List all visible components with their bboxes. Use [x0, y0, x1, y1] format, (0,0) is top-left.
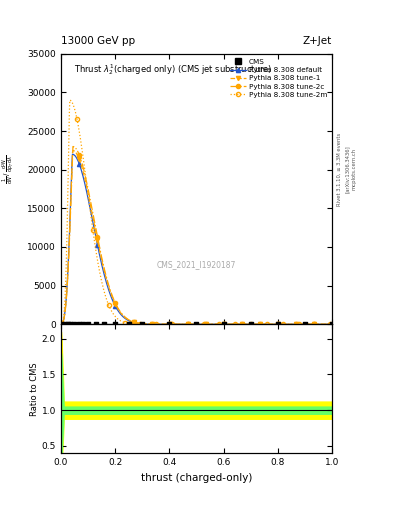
Pythia 8.308 default: [59, 321, 64, 327]
Pythia 8.308 tune-1: [129, 318, 134, 325]
CMS: [193, 320, 200, 328]
CMS: [85, 320, 91, 328]
Pythia 8.308 tune-1: [219, 321, 224, 327]
CMS: [62, 320, 68, 328]
Pythia 8.308 tune-1: [330, 321, 334, 327]
Text: mathrm d N: mathrm d N: [0, 511, 1, 512]
CMS: [112, 320, 118, 328]
Pythia 8.308 tune-2c: [129, 318, 134, 324]
Text: mathrm d²N
───────────────
$\mathrm{d}p_T\,\mathrm{d}\lambda$: mathrm d²N ─────────────── $\mathrm{d}p_…: [0, 511, 1, 512]
Pythia 8.308 tune-2m: [240, 321, 245, 327]
Pythia 8.308 tune-1: [182, 321, 187, 327]
CMS: [67, 320, 73, 328]
Pythia 8.308 default: [70, 151, 75, 157]
Pythia 8.308 tune-1: [71, 147, 75, 154]
CMS: [64, 320, 71, 328]
CMS: [220, 320, 227, 328]
X-axis label: thrust (charged-only): thrust (charged-only): [141, 473, 252, 482]
CMS: [248, 320, 254, 328]
Line: Pythia 8.308 tune-2m: Pythia 8.308 tune-2m: [59, 98, 334, 326]
Line: Pythia 8.308 tune-1: Pythia 8.308 tune-1: [59, 148, 334, 326]
CMS: [59, 320, 65, 328]
CMS: [79, 320, 86, 328]
Pythia 8.308 tune-2c: [71, 143, 75, 150]
Pythia 8.308 tune-2c: [182, 321, 187, 327]
CMS: [275, 320, 281, 328]
Pythia 8.308 tune-1: [240, 321, 245, 327]
Pythia 8.308 tune-2m: [107, 304, 112, 310]
Pythia 8.308 tune-1: [59, 321, 64, 327]
Pythia 8.308 default: [129, 318, 134, 325]
CMS: [166, 320, 173, 328]
Line: Pythia 8.308 default: Pythia 8.308 default: [59, 152, 334, 326]
Pythia 8.308 tune-2m: [59, 321, 64, 327]
Text: [arXiv:1306.3436]: [arXiv:1306.3436]: [345, 145, 350, 193]
Pythia 8.308 tune-2m: [68, 97, 72, 103]
CMS: [125, 320, 132, 328]
Pythia 8.308 tune-2m: [129, 321, 134, 327]
Pythia 8.308 default: [263, 321, 268, 327]
CMS: [302, 320, 308, 328]
CMS: [139, 320, 145, 328]
Legend: CMS, Pythia 8.308 default, Pythia 8.308 tune-1, Pythia 8.308 tune-2c, Pythia 8.3: CMS, Pythia 8.308 default, Pythia 8.308 …: [228, 57, 329, 99]
Text: 13000 GeV pp: 13000 GeV pp: [61, 36, 135, 46]
Pythia 8.308 tune-1: [263, 321, 268, 327]
Pythia 8.308 tune-2m: [330, 321, 334, 327]
Pythia 8.308 tune-2c: [107, 285, 112, 291]
Pythia 8.308 default: [240, 321, 245, 327]
Text: Thrust $\lambda_2^1$(charged only) (CMS jet substructure): Thrust $\lambda_2^1$(charged only) (CMS …: [75, 62, 273, 77]
Pythia 8.308 tune-1: [107, 287, 112, 293]
CMS: [72, 320, 78, 328]
CMS: [93, 320, 99, 328]
Pythia 8.308 default: [107, 289, 112, 295]
CMS: [75, 320, 82, 328]
Pythia 8.308 tune-2m: [263, 321, 268, 327]
Pythia 8.308 default: [219, 321, 224, 327]
Pythia 8.308 tune-2c: [263, 321, 268, 327]
Pythia 8.308 tune-2m: [219, 321, 224, 327]
Text: $\mathrm{d}\,p_T\,\mathrm{d}\,\lambda$: $\mathrm{d}\,p_T\,\mathrm{d}\,\lambda$: [0, 511, 1, 512]
Line: Pythia 8.308 tune-2c: Pythia 8.308 tune-2c: [59, 144, 334, 326]
Text: Z+Jet: Z+Jet: [303, 36, 332, 46]
Text: mcplots.cern.ch: mcplots.cern.ch: [352, 148, 357, 190]
Pythia 8.308 default: [330, 321, 334, 327]
Text: mathrm d²N: mathrm d²N: [0, 511, 1, 512]
Pythia 8.308 default: [182, 321, 187, 327]
Text: Rivet 3.1.10, ≥ 3.3M events: Rivet 3.1.10, ≥ 3.3M events: [337, 132, 342, 206]
Pythia 8.308 tune-2m: [182, 321, 187, 327]
Pythia 8.308 tune-2c: [330, 321, 334, 327]
Pythia 8.308 tune-2c: [219, 321, 224, 327]
Y-axis label: Ratio to CMS: Ratio to CMS: [30, 362, 39, 416]
Text: CMS_2021_I1920187: CMS_2021_I1920187: [157, 260, 236, 269]
Text: $\frac{1}{\mathrm{d}N}\,/\,\frac{\mathrm{d}^2 N}{\mathrm{d}p_T\,\mathrm{d}\lambd: $\frac{1}{\mathrm{d}N}\,/\,\frac{\mathrm…: [0, 154, 17, 184]
CMS: [329, 320, 335, 328]
CMS: [101, 320, 107, 328]
Pythia 8.308 tune-2c: [59, 321, 64, 327]
Pythia 8.308 tune-2c: [240, 321, 245, 327]
